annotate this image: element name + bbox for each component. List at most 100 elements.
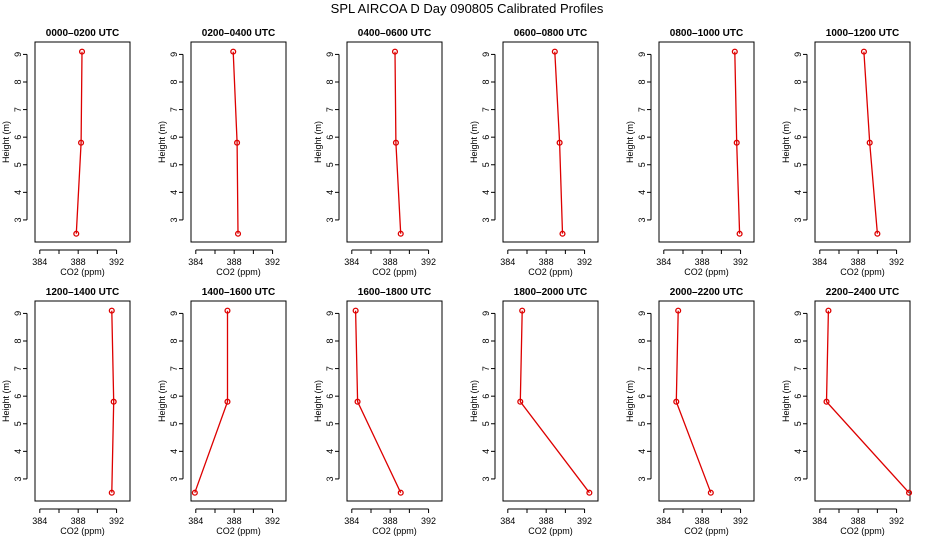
profile-point — [354, 398, 361, 405]
y-tick-label: 8 — [637, 338, 647, 343]
x-tick-label: 392 — [733, 516, 748, 526]
plot-frame — [658, 300, 755, 502]
y-axis-label: Height (m) — [625, 380, 635, 422]
y-tick-label: 5 — [325, 162, 335, 167]
panel-1: 0000–0200 UTC 384 388 392 CO2 (ppm) 3 4 5 6 7 8 9 He… — [1, 28, 131, 277]
panel-title: 0600–0800 UTC — [514, 28, 587, 39]
panel-title: 1800–2000 UTC — [514, 287, 587, 298]
x-tick-label: 388 — [383, 516, 398, 526]
x-axis-label: CO2 (ppm) — [528, 267, 573, 277]
y-tick-label: 5 — [481, 162, 491, 167]
profile-point — [397, 489, 404, 496]
y-tick-label: 7 — [169, 366, 179, 371]
y-tick-label: 4 — [13, 190, 23, 195]
panel-9: 1600–1800 UTC 384 388 392 CO2 (ppm) 3 4 5 6 7 8 9 He… — [313, 287, 443, 536]
y-tick-label: 9 — [481, 52, 491, 57]
profile-line — [554, 51, 564, 234]
y-tick-label: 8 — [637, 79, 647, 84]
y-tick-label: 5 — [13, 421, 23, 426]
profile-point — [551, 48, 558, 55]
profile-point — [224, 307, 231, 314]
y-tick-label: 6 — [481, 394, 491, 399]
y-tick-label: 6 — [325, 135, 335, 140]
profile-point — [230, 48, 237, 55]
y-tick-label: 7 — [325, 366, 335, 371]
profile-line — [75, 51, 83, 234]
profile-line — [734, 51, 741, 234]
x-axis-label: CO2 (ppm) — [372, 267, 417, 277]
y-tick-label: 8 — [481, 79, 491, 84]
x-tick-label: 392 — [889, 516, 904, 526]
profile-point — [397, 230, 404, 237]
panel-title: 0800–1000 UTC — [670, 28, 743, 39]
y-tick-label: 7 — [481, 366, 491, 371]
x-tick-label: 384 — [500, 257, 515, 267]
y-tick-label: 6 — [481, 135, 491, 140]
y-tick-label: 9 — [637, 311, 647, 316]
x-tick-label: 388 — [539, 516, 554, 526]
y-tick-label: 6 — [169, 394, 179, 399]
y-tick-label: 3 — [325, 476, 335, 481]
y-tick-label: 4 — [169, 449, 179, 454]
y-axis-label: Height (m) — [781, 380, 791, 422]
y-axis-label: Height (m) — [1, 380, 11, 422]
x-axis-label: CO2 (ppm) — [372, 526, 417, 536]
y-tick-label: 6 — [169, 135, 179, 140]
y-tick-label: 6 — [793, 394, 803, 399]
panel-title: 0400–0600 UTC — [358, 28, 431, 39]
x-tick-label: 392 — [577, 516, 592, 526]
y-tick-label: 3 — [793, 476, 803, 481]
y-tick-label: 3 — [169, 476, 179, 481]
y-axis-label: Height (m) — [157, 380, 167, 422]
x-tick-label: 384 — [656, 257, 671, 267]
plot-frame — [190, 41, 287, 243]
y-tick-label: 5 — [325, 421, 335, 426]
profile-point — [519, 307, 526, 314]
y-tick-label: 3 — [481, 476, 491, 481]
panel-6: 1000–1200 UTC 384 388 392 CO2 (ppm) 3 4 5 6 7 8 9 He… — [781, 28, 911, 277]
y-tick-label: 5 — [637, 421, 647, 426]
x-axis-label: CO2 (ppm) — [840, 526, 885, 536]
y-tick-label: 4 — [793, 449, 803, 454]
x-tick-label: 384 — [656, 516, 671, 526]
panel-10: 1800–2000 UTC 384 388 392 CO2 (ppm) 3 4 5 6 7 8 9 He… — [469, 287, 599, 536]
y-tick-label: 3 — [637, 217, 647, 222]
y-tick-label: 5 — [637, 162, 647, 167]
x-tick-label: 388 — [695, 257, 710, 267]
x-tick-label: 384 — [344, 516, 359, 526]
y-axis-label: Height (m) — [1, 121, 11, 163]
panel-2: 0200–0400 UTC 384 388 392 CO2 (ppm) 3 4 5 6 7 8 9 He… — [157, 28, 287, 277]
y-tick-label: 7 — [637, 366, 647, 371]
x-tick-label: 388 — [851, 257, 866, 267]
y-tick-label: 4 — [793, 190, 803, 195]
x-tick-label: 388 — [227, 516, 242, 526]
x-tick-label: 384 — [32, 516, 47, 526]
y-tick-label: 9 — [169, 52, 179, 57]
y-tick-label: 9 — [325, 311, 335, 316]
y-tick-label: 5 — [481, 421, 491, 426]
profile-point — [78, 139, 85, 146]
y-axis-label: Height (m) — [469, 121, 479, 163]
y-tick-label: 4 — [325, 190, 335, 195]
y-tick-label: 9 — [637, 52, 647, 57]
y-tick-label: 8 — [793, 79, 803, 84]
profile-line — [863, 51, 879, 234]
panel-title: 0200–0400 UTC — [202, 28, 275, 39]
y-tick-label: 5 — [169, 162, 179, 167]
y-axis-label: Height (m) — [781, 121, 791, 163]
y-tick-label: 4 — [481, 449, 491, 454]
x-tick-label: 384 — [32, 257, 47, 267]
x-tick-label: 388 — [71, 257, 86, 267]
y-axis-label: Height (m) — [157, 121, 167, 163]
y-tick-label: 9 — [793, 311, 803, 316]
y-tick-label: 6 — [637, 135, 647, 140]
panel-title: 1000–1200 UTC — [826, 28, 899, 39]
x-tick-label: 384 — [812, 257, 827, 267]
y-tick-label: 4 — [637, 449, 647, 454]
y-tick-label: 7 — [637, 107, 647, 112]
y-axis-label: Height (m) — [313, 121, 323, 163]
panel-title: 2000–2200 UTC — [670, 287, 743, 298]
profile-point — [874, 230, 881, 237]
y-tick-label: 8 — [793, 338, 803, 343]
